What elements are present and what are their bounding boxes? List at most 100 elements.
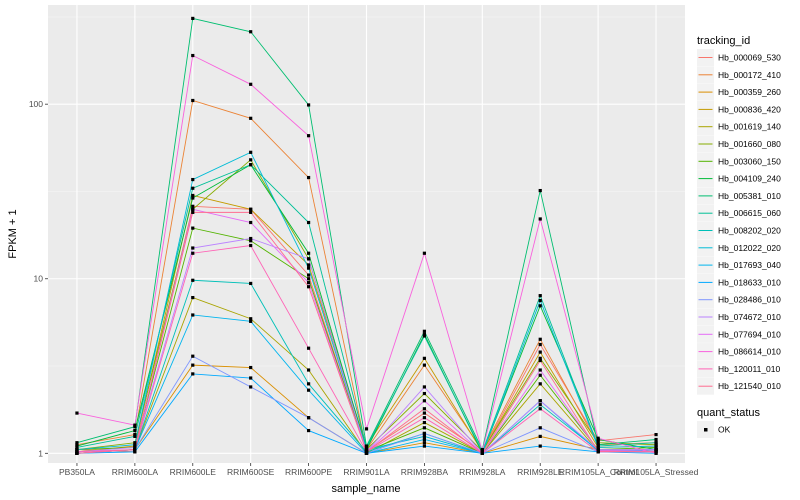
data-point [654,437,658,442]
data-point [596,449,600,453]
data-point [249,236,253,241]
data-point [133,443,137,447]
data-point [538,294,542,298]
data-point [191,313,195,317]
data-point [306,382,311,386]
data-point [422,363,427,367]
data-point [364,445,369,450]
data-point [75,411,79,415]
x-tick-label: RRIM928LA [459,467,506,477]
data-point [306,285,311,289]
data-point [191,196,195,200]
legend-items: Hb_000069_530 Hb_000172_410 Hb_000359_260 H… [697,49,781,395]
data-point [191,295,195,300]
data-point [249,243,253,248]
data-point [191,278,195,282]
x-tick-label: RRIM600SE [227,467,275,477]
data-point [306,346,311,350]
data-point [249,116,253,120]
data-point [364,448,369,452]
data-point [249,158,253,162]
data-point [538,356,542,360]
data-point [133,445,137,450]
y-axis: 1 10 100 [29,99,48,458]
data-point [249,150,253,154]
data-point [422,385,427,389]
legend-label: Hb_000172_410 [718,70,781,80]
legend-shape-marker [704,428,708,432]
data-point [538,358,542,363]
data-point [480,449,484,453]
data-point [191,372,195,376]
data-point [249,82,253,86]
data-point [306,175,311,180]
data-point [191,186,195,190]
y-tick-label: 1 [38,448,43,458]
legend-label: Hb_000069_530 [718,53,781,63]
data-point [538,368,542,372]
data-point [422,251,427,255]
data-point [191,98,195,103]
data-point [306,368,311,372]
data-point [596,441,600,445]
data-point [191,354,195,358]
data-point [249,281,253,286]
data-point [249,365,253,370]
data-point [75,441,79,445]
data-point [538,337,542,341]
data-point [538,434,542,438]
x-tick-label: RRIM600LE [170,467,217,477]
data-point [306,220,311,225]
data-point [249,319,253,323]
data-point [133,423,137,427]
data-point [422,411,427,415]
data-point [538,426,542,430]
legend-label: Hb_121540_010 [718,381,781,391]
data-point [191,210,195,214]
data-point [249,207,253,211]
legend-shape-label: OK [718,425,731,435]
data-point [422,434,427,438]
data-point [538,399,542,403]
data-point [191,16,195,21]
data-point [306,388,311,392]
data-point [422,441,427,445]
data-point [422,391,427,396]
legend-label: Hb_074672_010 [718,312,781,322]
data-point [249,210,253,214]
x-tick-label: RRIM600LA [112,467,159,477]
data-point [364,427,369,431]
legend-label: Hb_003060_150 [718,156,781,166]
data-point [191,204,195,208]
data-point [364,450,369,454]
data-point [249,163,253,167]
data-point [422,356,427,360]
data-point [249,376,253,380]
data-point [191,177,195,182]
data-points [75,16,658,455]
data-point [654,444,658,448]
data-point [306,281,311,285]
legend-label: Hb_006615_060 [718,208,781,218]
data-point [133,450,137,454]
legend-label: Hb_001660_080 [718,139,781,149]
legend-label: Hb_000836_420 [718,104,781,114]
x-axis: PB350LA RRIM600LA RRIM600LE RRIM600SE RRIM60… [59,463,699,477]
data-point [249,239,253,243]
y-axis-title: FPKM + 1 [7,209,19,258]
data-point [596,445,600,450]
data-point [422,437,427,442]
data-point [75,445,79,450]
data-point [133,441,137,445]
data-point [133,428,137,433]
data-point [191,207,195,211]
data-point [191,363,195,367]
data-point [596,436,600,440]
data-point [654,441,658,445]
data-point [191,246,195,250]
legend-label: Hb_004109_240 [718,174,781,184]
data-point [191,193,195,198]
x-tick-label: RRIM105LA_Stressed [614,467,699,477]
data-point [538,373,542,377]
